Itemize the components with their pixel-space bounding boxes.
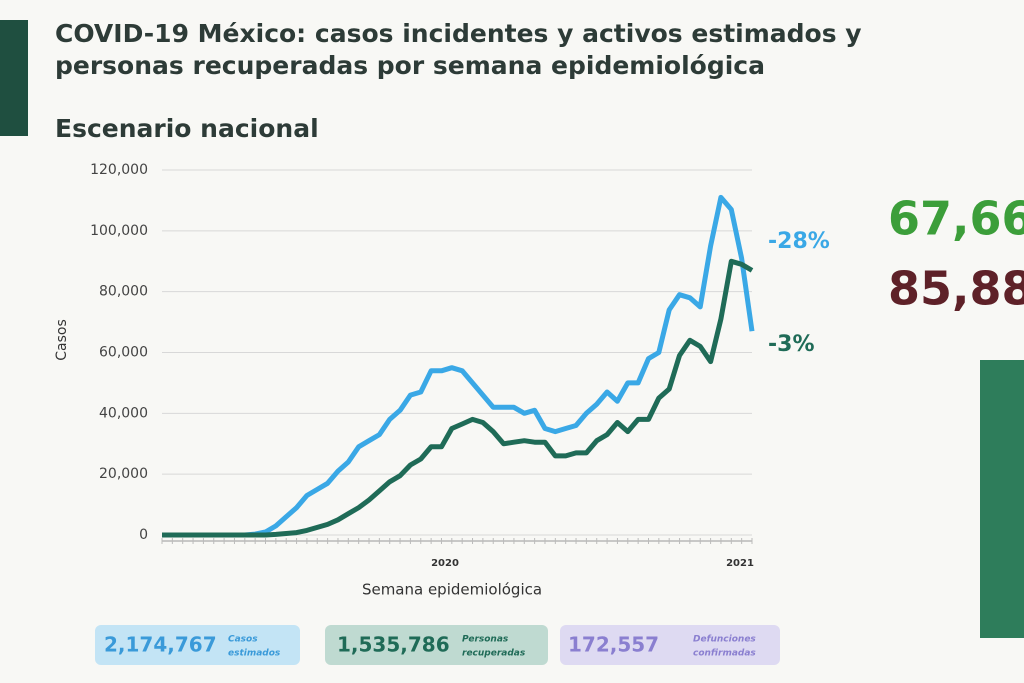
title-line: COVID-19 México: casos incidentes y acti… <box>55 19 862 48</box>
accent-bar <box>0 20 28 136</box>
x-axis-label: Semana epidemiológica <box>362 581 542 599</box>
y-axis-label: Casos <box>54 319 70 361</box>
subtitle: Escenario nacional <box>55 114 319 143</box>
stat-label: Defunciones <box>693 635 756 645</box>
side-number: 85,88 <box>888 262 1024 316</box>
y-tick-label: 20,000 <box>99 466 148 482</box>
stat-label: Casos <box>228 635 258 645</box>
y-tick-label: 100,000 <box>90 223 148 239</box>
stat-number: 1,535,786 <box>337 633 450 657</box>
stat-number: 172,557 <box>568 633 659 657</box>
series-line <box>162 194 755 538</box>
stat-label: estimados <box>228 649 281 659</box>
side-number: 67,66 <box>888 192 1024 246</box>
stat-label: confirmadas <box>693 649 756 659</box>
stat-label: Personas <box>462 635 509 645</box>
y-tick-label: 120,000 <box>90 162 148 178</box>
stat-number: 2,174,767 <box>104 633 217 657</box>
y-tick-label: 80,000 <box>99 284 148 300</box>
y-tick-label: 0 <box>139 527 148 543</box>
title-line: personas recuperadas por semana epidemio… <box>55 51 765 80</box>
side-panel <box>980 360 1024 638</box>
x-group-label: 2021 <box>726 558 754 569</box>
end-label: -3% <box>768 332 814 357</box>
y-tick-label: 60,000 <box>99 345 148 361</box>
stat-box <box>560 625 780 665</box>
series-line <box>162 258 754 538</box>
stat-box <box>95 625 300 665</box>
x-group-label: 2020 <box>431 558 459 569</box>
stat-label: recuperadas <box>462 649 526 659</box>
stat-box <box>325 625 548 665</box>
y-tick-label: 40,000 <box>99 405 148 421</box>
end-label: -28% <box>768 229 830 254</box>
